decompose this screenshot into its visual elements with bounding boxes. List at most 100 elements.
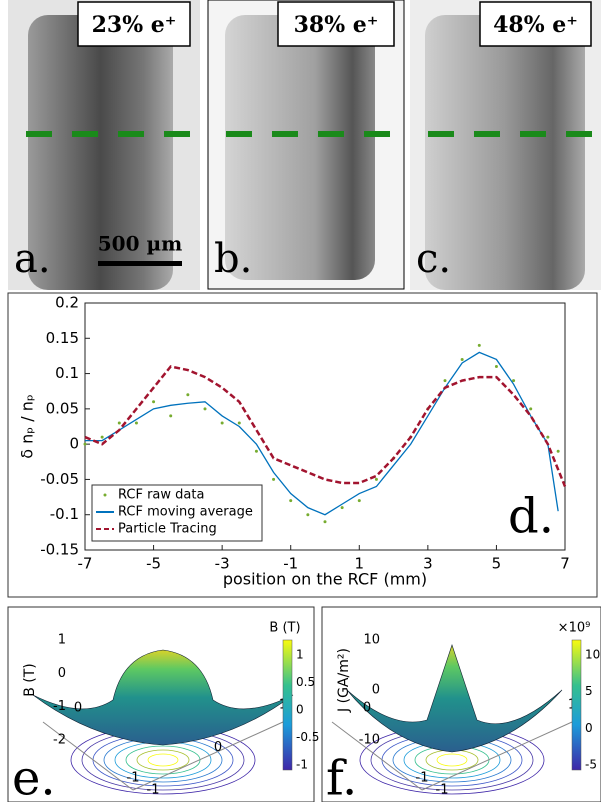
x-tick-label: 5 [492, 555, 502, 573]
chart-frame [7, 292, 598, 598]
data-point [272, 477, 276, 481]
y-tick-label: -1 [147, 783, 160, 798]
colorbar-tick-label: 0 [585, 721, 593, 735]
data-point [254, 449, 258, 453]
contour [136, 749, 190, 771]
panel-title: 38% e⁺ [294, 12, 379, 38]
label-box [277, 1, 395, 47]
colorbar-tick-label: -5 [585, 758, 597, 772]
axis-line [331, 721, 423, 791]
panel-title: 48% e⁺ [493, 12, 578, 38]
surface [346, 644, 563, 753]
image-row [8, 0, 601, 290]
data-point [323, 520, 327, 524]
panel-title: 23% e⁺ [92, 12, 177, 38]
data-point [529, 407, 533, 411]
data-point [100, 435, 104, 439]
colorbar-tick-label: 0 [296, 703, 304, 717]
panel-label: e. [12, 751, 56, 802]
y-tick-label: 0.15 [46, 329, 79, 347]
data-point [443, 379, 447, 383]
colorbar-tick-label: 1 [296, 648, 304, 662]
x-tick-label: -1 [416, 771, 429, 786]
film-image [28, 15, 173, 290]
x-tick-label: -1 [283, 555, 298, 573]
data-point [306, 513, 310, 517]
data-point [152, 400, 156, 404]
x-tick-label: 1 [355, 555, 365, 573]
colorbar-tick-label: 10 [585, 648, 600, 662]
colorbar-tick-label: -0.5 [296, 730, 319, 744]
z-tick-label: 0 [58, 666, 66, 681]
data-point [186, 393, 190, 397]
panel-label: f. [326, 751, 357, 802]
axis-line [42, 721, 134, 791]
x-tick-label: -3 [215, 555, 230, 573]
film-image [225, 15, 375, 280]
surface [32, 649, 294, 746]
colorbar-tick-label: 5 [585, 684, 593, 698]
x-tick-label: -1 [127, 771, 140, 786]
x-tick-label: 7 [560, 555, 570, 573]
colorbar-tick-label: 0.5 [296, 675, 315, 689]
legend-label: RCF moving average [118, 505, 253, 520]
contour [436, 753, 468, 767]
y-tick-label: 0.2 [55, 294, 79, 312]
panel-label: d. [508, 489, 554, 545]
data-point [203, 407, 207, 411]
y-tick-label: 0 [214, 740, 222, 755]
y-tick-label: -0.05 [40, 470, 79, 488]
legend [91, 484, 263, 542]
y-tick-label: 0 [69, 435, 79, 453]
data-point [117, 421, 121, 425]
label-box [77, 1, 191, 47]
data-point [556, 449, 560, 453]
z-tick-label: -10 [359, 733, 380, 748]
x-tick-label: 3 [423, 555, 433, 573]
colorbar [571, 639, 582, 771]
film-image [425, 15, 585, 290]
z-tick-label: -1 [53, 699, 66, 714]
z-axis-label: B (T) [22, 663, 38, 697]
x-tick-label: 0 [74, 701, 82, 716]
scale-bar [98, 261, 182, 266]
y-tick-label: -1 [436, 783, 449, 798]
colorbar [282, 639, 293, 771]
data-point [134, 421, 138, 425]
panel-label: a. [14, 236, 51, 282]
legend-label: RCF raw data [118, 488, 204, 503]
data-point [340, 506, 344, 510]
x-axis-label: position on the RCF (mm) [223, 570, 427, 589]
panel-label: b. [214, 236, 252, 282]
z-axis-label: J (GA/m²) [336, 648, 352, 713]
axis-line [421, 721, 573, 791]
label-box [479, 1, 592, 47]
z-tick-label: 1 [58, 633, 66, 648]
series-line [85, 351, 559, 516]
z-tick-label: 0 [372, 683, 380, 698]
x-tick-label: 0 [363, 701, 371, 716]
data-point [546, 435, 550, 439]
data-point [237, 421, 241, 425]
contour [147, 753, 179, 767]
series-line [84, 365, 567, 487]
y-tick-label: 0.05 [46, 399, 79, 417]
y-tick-label: -0.1 [50, 505, 79, 523]
axis-line [132, 721, 284, 791]
data-point [83, 442, 87, 446]
legend-swatch [103, 493, 107, 497]
x-tick-label: -5 [146, 555, 161, 573]
panel-label: c. [416, 236, 451, 282]
scale-bar-label: 500 µm [98, 232, 183, 256]
y-axis-label: δ nₚ / nₚ [18, 394, 37, 458]
plot-area [84, 302, 566, 551]
data-point [289, 499, 293, 503]
colorbar-tick-label: -1 [296, 758, 308, 772]
data-point [220, 421, 224, 425]
data-point [494, 365, 498, 369]
data-point [169, 414, 173, 418]
data-point [374, 477, 378, 481]
data-point [460, 357, 464, 361]
data-point [512, 379, 516, 383]
